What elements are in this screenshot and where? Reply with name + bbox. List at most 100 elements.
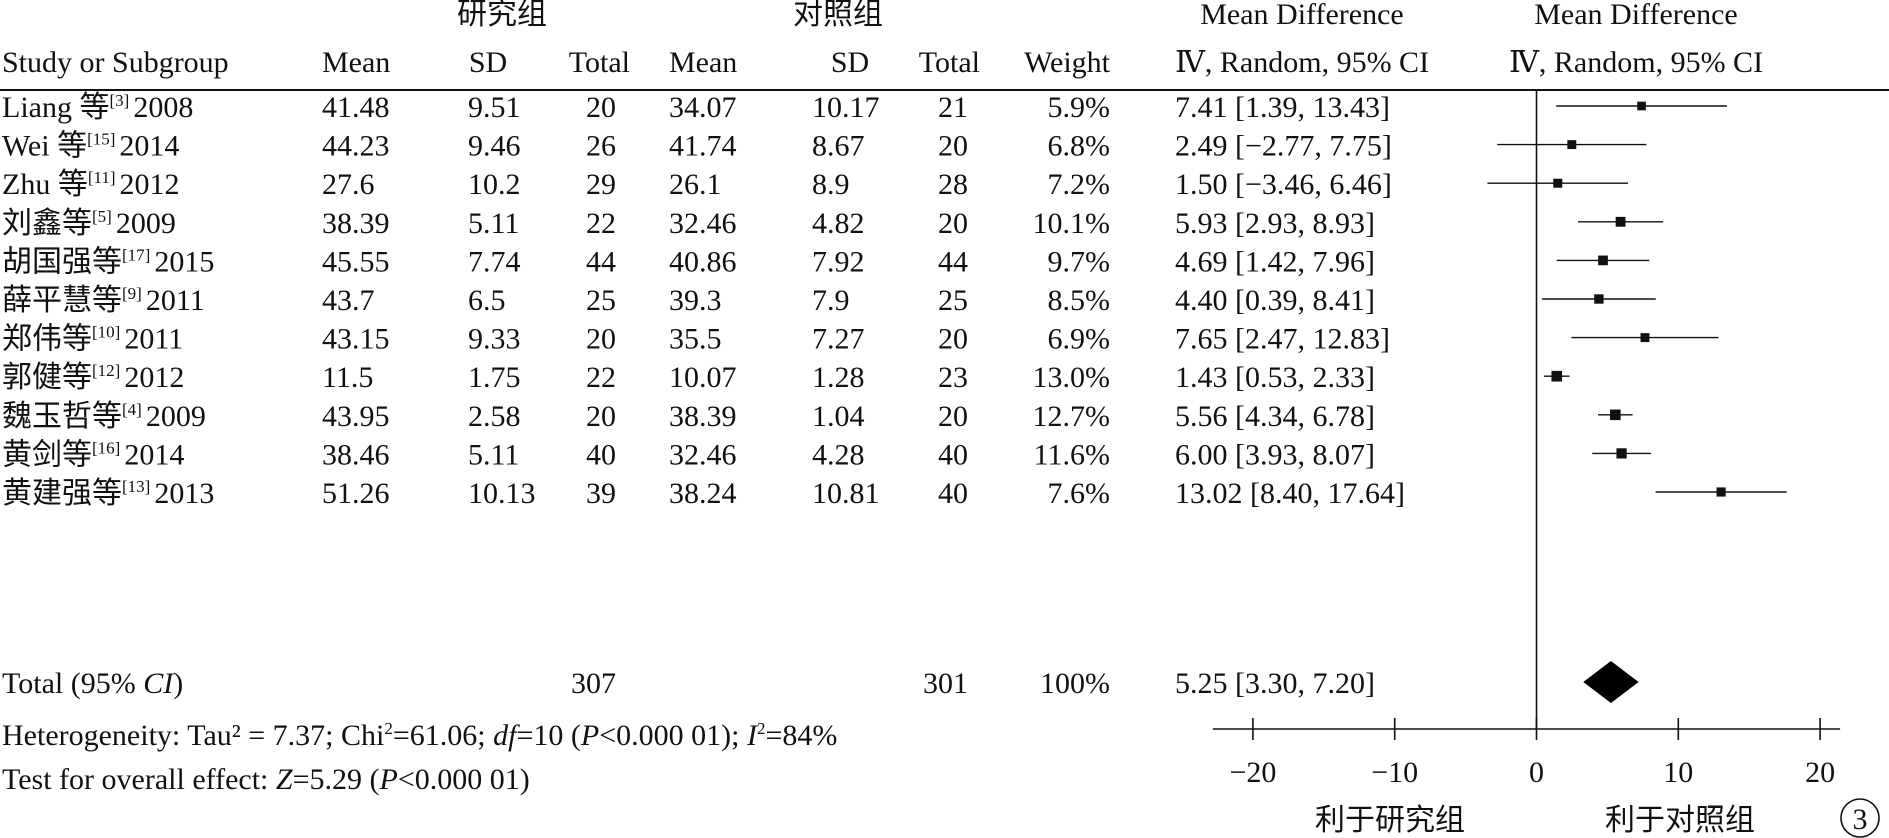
study-mean2: 26.1 bbox=[669, 168, 722, 201]
overall-effect-text: Test for overall effect: Z=5.29 (P<0.000… bbox=[2, 763, 530, 796]
study-sd2: 4.82 bbox=[812, 207, 865, 240]
x-tick-label: −20 bbox=[1229, 756, 1276, 789]
total-n2: 301 bbox=[923, 667, 968, 700]
study-mean1: 44.23 bbox=[322, 130, 390, 163]
study-n2: 40 bbox=[938, 438, 968, 471]
study-point-square bbox=[1610, 409, 1621, 421]
study-mean2: 34.07 bbox=[669, 91, 737, 124]
study-sd1: 2.58 bbox=[468, 400, 521, 433]
study-mean2: 35.5 bbox=[669, 323, 722, 356]
study-rows: Liang 等[3] 2008 41.48 9.51 20 34.07 10.17 21 5.9… bbox=[2, 91, 1405, 510]
study-point-square bbox=[1637, 101, 1646, 111]
study-mean1: 43.15 bbox=[322, 323, 390, 356]
total-weight: 100% bbox=[1040, 667, 1110, 700]
favours-left-label: 利于研究组 bbox=[1315, 804, 1465, 837]
md-column-subtitle: Ⅳ, Random, 95% CI bbox=[1175, 46, 1429, 79]
plot-column-subtitle: Ⅳ, Random, 95% CI bbox=[1509, 46, 1763, 79]
study-n1: 44 bbox=[586, 245, 616, 278]
md-column-title: Mean Difference bbox=[1200, 0, 1404, 31]
study-mean1: 38.39 bbox=[322, 207, 390, 240]
study-sd1: 9.33 bbox=[468, 323, 521, 356]
study-ci: 1.43 [0.53, 2.33] bbox=[1175, 361, 1375, 394]
study-weight: 6.9% bbox=[1048, 323, 1111, 356]
forest-plot-area: −20 −10 0 10 20 bbox=[1212, 90, 1841, 789]
study-sd1: 5.11 bbox=[468, 438, 519, 471]
col-header-sd2: SD bbox=[831, 46, 869, 79]
study-mean2: 10.07 bbox=[669, 361, 737, 394]
study-name: 郑伟等[10] 2011 bbox=[2, 323, 183, 356]
study-n1: 20 bbox=[586, 400, 616, 433]
study-name: 薛平慧等[9] 2011 bbox=[2, 284, 205, 317]
study-sd2: 4.28 bbox=[812, 438, 865, 471]
badge-circle bbox=[1840, 798, 1880, 838]
study-row: 郑伟等[10] 2011 43.15 9.33 20 35.5 7.27 20 6.9% 7.65… bbox=[2, 323, 1390, 356]
col-header-mean1: Mean bbox=[322, 46, 390, 79]
study-mean1: 38.46 bbox=[322, 438, 390, 471]
study-sd1: 9.46 bbox=[468, 130, 521, 163]
study-name: 黄剑等[16] 2014 bbox=[2, 438, 184, 471]
study-ci: 6.00 [3.93, 8.07] bbox=[1175, 438, 1375, 471]
figure-panel-badge: 3 bbox=[1840, 798, 1880, 838]
study-row: 刘鑫等[5] 2009 38.39 5.11 22 32.46 4.82 20 10.1% 5.9… bbox=[2, 207, 1375, 240]
study-mean1: 41.48 bbox=[322, 91, 390, 124]
study-n1: 25 bbox=[586, 284, 616, 317]
col-header-mean2: Mean bbox=[669, 46, 737, 79]
study-n2: 28 bbox=[938, 168, 968, 201]
study-ci: 2.49 [−2.77, 7.75] bbox=[1175, 130, 1392, 163]
study-point-square bbox=[1598, 255, 1608, 266]
study-row: 胡国强等[17] 2015 45.55 7.74 44 40.86 7.92 44 9.7% 4.… bbox=[2, 245, 1375, 278]
study-n1: 22 bbox=[586, 361, 616, 394]
study-sd2: 7.27 bbox=[812, 323, 865, 356]
total-label: Total (95% CI) bbox=[2, 667, 183, 700]
study-mean1: 51.26 bbox=[322, 477, 390, 510]
study-n2: 25 bbox=[938, 284, 968, 317]
x-tick-label: 0 bbox=[1529, 756, 1544, 789]
study-sd2: 10.17 bbox=[812, 91, 880, 124]
badge-number: 3 bbox=[1853, 803, 1868, 836]
study-n2: 23 bbox=[938, 361, 968, 394]
study-ci: 13.02 [8.40, 17.64] bbox=[1175, 477, 1405, 510]
study-ci: 7.65 [2.47, 12.83] bbox=[1175, 323, 1390, 356]
study-sd2: 8.67 bbox=[812, 130, 865, 163]
group1-header: 研究组 bbox=[457, 0, 547, 31]
study-ci: 7.41 [1.39, 13.43] bbox=[1175, 91, 1390, 124]
x-tick-label: −10 bbox=[1371, 756, 1418, 789]
col-header-sd1: SD bbox=[469, 46, 507, 79]
x-tick-label: 20 bbox=[1805, 756, 1835, 789]
study-n1: 39 bbox=[586, 477, 616, 510]
study-mean1: 27.6 bbox=[322, 168, 375, 201]
study-row: Zhu 等[11] 2012 27.6 10.2 29 26.1 8.9 28 7.2% 1.50… bbox=[2, 168, 1392, 201]
study-row: 郭健等[12] 2012 11.5 1.75 22 10.07 1.28 23 13.0% 1.4… bbox=[2, 361, 1375, 394]
study-n2: 20 bbox=[938, 323, 968, 356]
total-n1: 307 bbox=[571, 667, 616, 700]
study-name: 胡国强等[17] 2015 bbox=[2, 245, 214, 278]
study-n2: 20 bbox=[938, 130, 968, 163]
study-point-square bbox=[1551, 370, 1563, 382]
study-n2: 40 bbox=[938, 477, 968, 510]
col-header-total2: Total bbox=[919, 46, 980, 79]
study-ci: 5.56 [4.34, 6.78] bbox=[1175, 400, 1375, 433]
study-weight: 7.2% bbox=[1048, 168, 1111, 201]
study-point-square bbox=[1615, 216, 1626, 227]
study-name: 刘鑫等[5] 2009 bbox=[2, 207, 176, 240]
study-ci: 5.93 [2.93, 8.93] bbox=[1175, 207, 1375, 240]
study-n2: 21 bbox=[938, 91, 968, 124]
col-header-total1: Total bbox=[569, 46, 630, 79]
study-sd2: 8.9 bbox=[812, 168, 850, 201]
study-n1: 40 bbox=[586, 438, 616, 471]
col-header-weight: Weight bbox=[1024, 46, 1111, 79]
study-weight: 5.9% bbox=[1048, 91, 1111, 124]
study-weight: 11.6% bbox=[1034, 438, 1110, 471]
study-sd1: 6.5 bbox=[468, 284, 506, 317]
study-row: 黄剑等[16] 2014 38.46 5.11 40 32.46 4.28 40 11.6% 6.… bbox=[2, 438, 1375, 471]
study-sd1: 9.51 bbox=[468, 91, 521, 124]
x-tick-label: 10 bbox=[1663, 756, 1693, 789]
study-sd1: 10.13 bbox=[468, 477, 536, 510]
study-point-square bbox=[1567, 140, 1577, 150]
study-mean1: 43.7 bbox=[322, 284, 375, 317]
study-sd2: 10.81 bbox=[812, 477, 880, 510]
study-name: Wei 等[15] 2014 bbox=[2, 130, 179, 163]
study-mean1: 45.55 bbox=[322, 245, 390, 278]
study-mean2: 38.24 bbox=[669, 477, 737, 510]
